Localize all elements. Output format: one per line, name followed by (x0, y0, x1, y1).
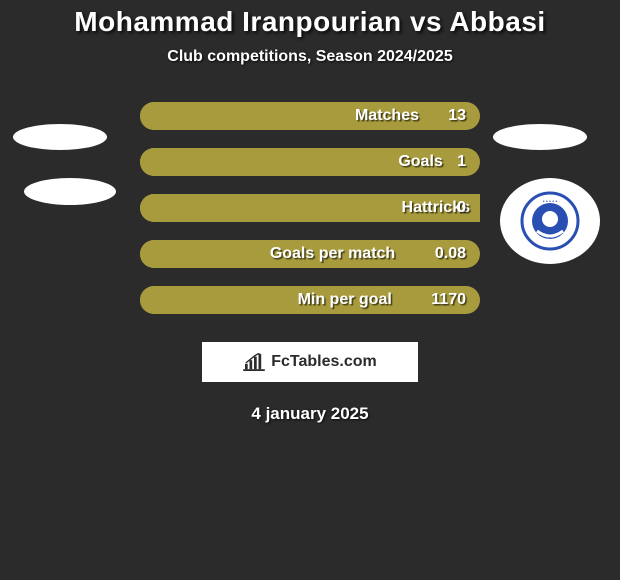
page-title: Mohammad Iranpourian vs Abbasi (0, 0, 620, 38)
stat-row: Hattricks0 (140, 194, 480, 222)
stat-label: Goals per match (270, 245, 395, 263)
stat-label: Goals (398, 153, 442, 171)
date-text: 4 january 2025 (0, 404, 620, 424)
stat-label: Matches (355, 107, 419, 125)
subtitle: Club competitions, Season 2024/2025 (0, 48, 620, 66)
fctables-text: FcTables.com (271, 353, 377, 371)
stat-row: Min per goal 1170 (140, 286, 480, 314)
stat-row: Goals per match 0.08 (140, 240, 480, 268)
avatar-placeholder-left-0 (13, 124, 107, 150)
stat-value-right: 13 (448, 107, 466, 125)
stat-value-right: 1170 (431, 291, 466, 309)
stat-label: Min per goal (298, 291, 392, 309)
stat-value-right: 1 (457, 153, 466, 171)
fctables-logo: FcTables.com (202, 342, 418, 382)
stat-value-right: 0.08 (435, 245, 466, 263)
avatar-placeholder-left-1 (24, 178, 116, 205)
stat-row: Matches 13 (140, 102, 480, 130)
svg-text:• • • • •: • • • • • (543, 199, 558, 205)
stat-value-right: 0 (457, 199, 466, 217)
bar-chart-icon (243, 353, 265, 371)
club-badge-right: • • • • • (500, 178, 600, 264)
stat-row: Goals 1 (140, 148, 480, 176)
avatar-placeholder-right-0 (493, 124, 587, 150)
club-crest-icon: • • • • • (515, 191, 585, 251)
